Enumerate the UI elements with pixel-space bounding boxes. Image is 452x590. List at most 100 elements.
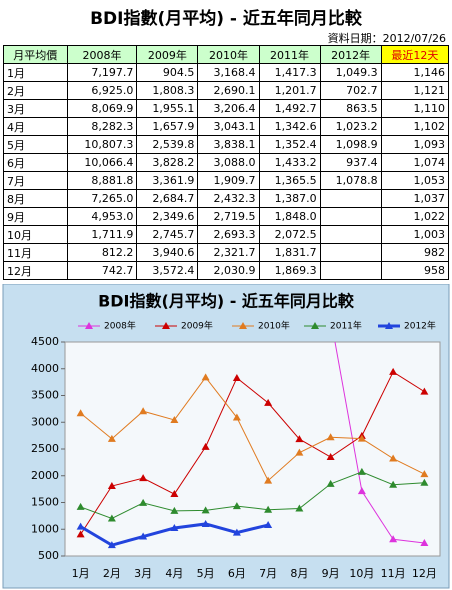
table-cell: 742.7 (66, 261, 138, 280)
table-cell: 2,321.7 (197, 243, 260, 262)
table-cell: 1,955.1 (136, 99, 199, 118)
table-cell: 2,719.5 (197, 207, 260, 226)
table-row: 9月 4,953.0 2,349.6 2,719.5 1,848.0 1,022 (3, 207, 450, 226)
table-cell: 10,066.4 (66, 153, 138, 172)
table-cell: 863.5 (319, 99, 382, 118)
table-cell: 1,110 (380, 99, 450, 118)
x-tick-label: 6月 (228, 567, 246, 580)
table-cell: 2,745.7 (136, 225, 199, 244)
table-cell: 812.2 (66, 243, 138, 262)
point (420, 387, 429, 395)
header-cell: 月平均價 (3, 45, 68, 64)
x-tick-label: 1月 (72, 567, 90, 580)
legend-marker (311, 322, 319, 329)
x-tick-label: 4月 (165, 567, 183, 580)
point (170, 524, 179, 532)
table-cell: 1,003 (380, 225, 450, 244)
table-cell: 1,023.2 (319, 117, 382, 136)
series-line (80, 371, 425, 535)
point (326, 453, 335, 461)
point (326, 479, 335, 487)
table-cell: 2,030.9 (197, 261, 260, 280)
table-cell: 2,072.5 (258, 225, 321, 244)
table-cell: 1,869.3 (258, 261, 321, 280)
table-cell: 1,848.0 (258, 207, 321, 226)
point (107, 541, 116, 549)
table-cell: 3月 (3, 99, 68, 118)
table-cell: 1,417.3 (258, 63, 321, 82)
y-tick-label: 4500 (31, 335, 59, 348)
table-cell: 1,098.9 (319, 135, 382, 154)
table-row: 3月 8,069.9 1,955.1 3,206.4 1,492.7 863.5 1,110 (3, 99, 450, 118)
table-cell: 10月 (3, 225, 68, 244)
point (139, 407, 148, 415)
table-row: 8月 7,265.0 2,684.7 2,432.3 1,387.0 1,037 (3, 189, 450, 208)
legend-marker (85, 322, 93, 329)
table-cell: 8,881.8 (66, 171, 138, 190)
series-line (334, 342, 425, 544)
point (139, 498, 148, 506)
table-cell: 4,953.0 (66, 207, 138, 226)
x-tick-label: 9月 (322, 567, 340, 580)
header-cell: 2011年 (258, 45, 321, 64)
point (201, 519, 210, 527)
chart: BDI指數(月平均) - 近五年同月比較 500 1000 1500 2000 2500… (2, 284, 450, 589)
table-row: 5月 10,807.3 2,539.8 3,838.1 1,352.4 1,098.9 1,… (3, 135, 450, 154)
y-tick-label: 1500 (31, 496, 59, 509)
table-cell: 1,022 (380, 207, 450, 226)
table-cell: 702.7 (319, 81, 382, 100)
table-cell: 7,197.7 (66, 63, 138, 82)
point (326, 433, 335, 441)
table-row: 2月 6,925.0 1,808.3 2,690.1 1,201.7 702.7 1,121 (3, 81, 450, 100)
legend-label: 2010年 (258, 320, 290, 332)
point (264, 476, 273, 484)
table-cell: 4月 (3, 117, 68, 136)
point (420, 539, 429, 547)
table-cell: 2,693.3 (197, 225, 260, 244)
table-cell: 6月 (3, 153, 68, 172)
table-cell: 1,492.7 (258, 99, 321, 118)
table-cell: 937.4 (319, 153, 382, 172)
table-cell: 2月 (3, 81, 68, 100)
point (389, 535, 398, 543)
point (76, 530, 85, 538)
table-cell: 1,074 (380, 153, 450, 172)
x-tick-label: 12月 (412, 567, 437, 580)
header-row: 月平均價 2008年 2009年 2010年 2011年 2012年 最近12天 (3, 45, 450, 64)
point (389, 480, 398, 488)
legend-label: 2009年 (181, 320, 213, 332)
legend-marker (385, 322, 393, 329)
table-row: 4月 8,282.3 1,657.9 3,043.1 1,342.6 1,023.2 1,1… (3, 117, 450, 136)
table-cell: 11月 (3, 243, 68, 262)
table-row: 10月 1,711.9 2,745.7 2,693.3 2,072.5 1,003 (3, 225, 450, 244)
point (420, 478, 429, 486)
point (201, 506, 210, 514)
page-title: BDI指數(月平均) - 近五年同月比較 (90, 9, 362, 29)
point (389, 454, 398, 462)
table-row: 12月 742.7 3,572.4 2,030.9 1,869.3 958 (3, 261, 450, 280)
y-tick-label: 3500 (31, 389, 59, 402)
x-tick-label: 11月 (381, 567, 406, 580)
point (232, 413, 241, 421)
point (295, 448, 304, 456)
point (170, 506, 179, 514)
table-cell: 8月 (3, 189, 68, 208)
legend-label: 2011年 (330, 320, 362, 332)
point (232, 373, 241, 381)
table-cell: 3,838.1 (197, 135, 260, 154)
table-cell: 1,102 (380, 117, 450, 136)
point (107, 482, 116, 490)
table-cell: 2,349.6 (136, 207, 199, 226)
x-tick-label: 10月 (349, 567, 374, 580)
y-tick-label: 1000 (31, 522, 59, 535)
table-cell: 7,265.0 (66, 189, 138, 208)
header-cell: 2008年 (66, 45, 138, 64)
header-cell: 2012年 (319, 45, 382, 64)
table-cell: 3,206.4 (197, 99, 260, 118)
table-cell: 3,043.1 (197, 117, 260, 136)
table-cell: 2,539.8 (136, 135, 199, 154)
data-date: 資料日期：2012/07/26 (327, 32, 446, 45)
series-line (80, 376, 425, 482)
point (232, 528, 241, 536)
table-cell: 1,831.7 (258, 243, 321, 262)
